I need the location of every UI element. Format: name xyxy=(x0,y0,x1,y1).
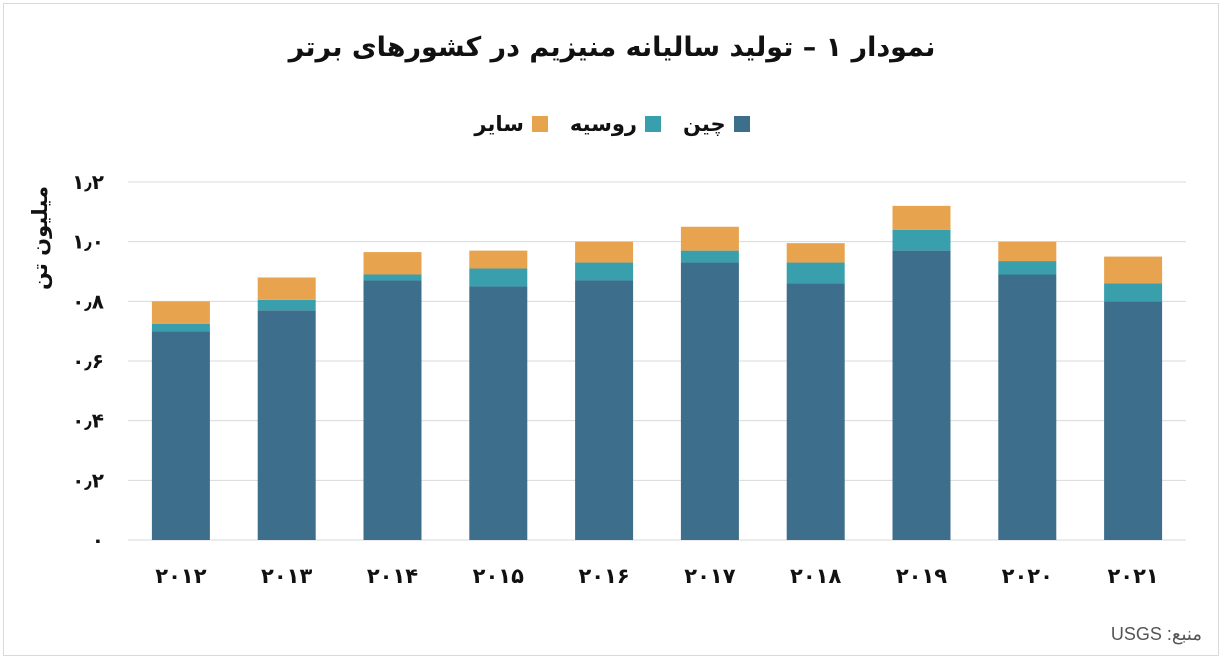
bar-segment xyxy=(786,243,845,263)
x-tick-label: ۲۰۲۰ xyxy=(1002,564,1053,588)
legend-label-other: سایر xyxy=(474,112,524,136)
legend-item-other: سایر xyxy=(474,112,548,136)
bar-segment xyxy=(998,274,1057,540)
bar-segment xyxy=(998,241,1057,262)
bar-segment xyxy=(257,277,316,300)
bar-segment xyxy=(151,323,210,332)
y-tick-label: ۰٫۴ xyxy=(72,409,104,433)
bar-segment xyxy=(786,283,845,540)
x-tick-label: ۲۰۱۶ xyxy=(578,564,629,588)
x-tick-label: ۲۰۱۳ xyxy=(261,564,312,588)
legend-swatch-china xyxy=(733,116,750,132)
bar-segment xyxy=(1104,256,1163,284)
y-tick-label: ۰٫۸ xyxy=(72,289,104,313)
bar-segment xyxy=(892,229,951,251)
bar-segment xyxy=(363,274,422,281)
legend-label-china: چین xyxy=(683,112,726,136)
bar-segment xyxy=(469,286,528,540)
chart-title: نمودار ۱ – تولید سالیانه منیزیم در کشوره… xyxy=(288,32,936,63)
y-tick-label: ۱٫۰ xyxy=(72,230,104,254)
bar-segment xyxy=(469,250,528,269)
bar-segment xyxy=(680,262,739,540)
y-tick-label: ۰٫۲ xyxy=(72,468,104,492)
bar-segment xyxy=(363,280,422,540)
bar-segment xyxy=(892,205,951,230)
bar-segment xyxy=(469,268,528,287)
y-tick-label: ۰٫۶ xyxy=(72,349,104,373)
x-tick-label: ۲۰۱۲ xyxy=(155,564,206,588)
legend: چین روسیه سایر xyxy=(0,112,1224,136)
bar-segment xyxy=(575,262,634,281)
source-note: منبع: USGS xyxy=(1110,624,1202,644)
x-tick-label: ۲۰۱۵ xyxy=(473,564,524,588)
legend-swatch-other xyxy=(531,116,548,132)
y-tick-label: ۱٫۲ xyxy=(72,170,104,194)
bar-segment xyxy=(257,310,316,540)
x-tick-label: ۲۰۲۱ xyxy=(1107,564,1158,588)
bar-segment xyxy=(575,280,634,540)
legend-item-china: چین xyxy=(683,112,750,136)
bar-segment xyxy=(786,262,845,284)
x-tick-label: ۲۰۱۴ xyxy=(367,564,418,588)
bar-segment xyxy=(151,301,210,324)
bar-segment xyxy=(575,241,634,263)
bar-segment xyxy=(892,250,951,540)
bar-segment xyxy=(680,250,739,263)
bar-segment xyxy=(1104,283,1163,302)
x-tick-label: ۲۰۱۹ xyxy=(896,564,947,588)
legend-item-russia: روسیه xyxy=(570,112,661,136)
bar-segment xyxy=(363,252,422,275)
y-tick-label: ۰ xyxy=(92,528,104,552)
bar-segment xyxy=(998,261,1057,275)
bar-segment xyxy=(257,299,316,311)
x-tick-label: ۲۰۱۸ xyxy=(790,564,841,588)
legend-label-russia: روسیه xyxy=(569,112,637,136)
x-tick-label: ۲۰۱۷ xyxy=(684,564,735,588)
legend-swatch-russia xyxy=(645,116,661,132)
bar-segment xyxy=(1104,301,1163,540)
bar-segment xyxy=(680,226,739,251)
bar-segment xyxy=(151,331,210,540)
